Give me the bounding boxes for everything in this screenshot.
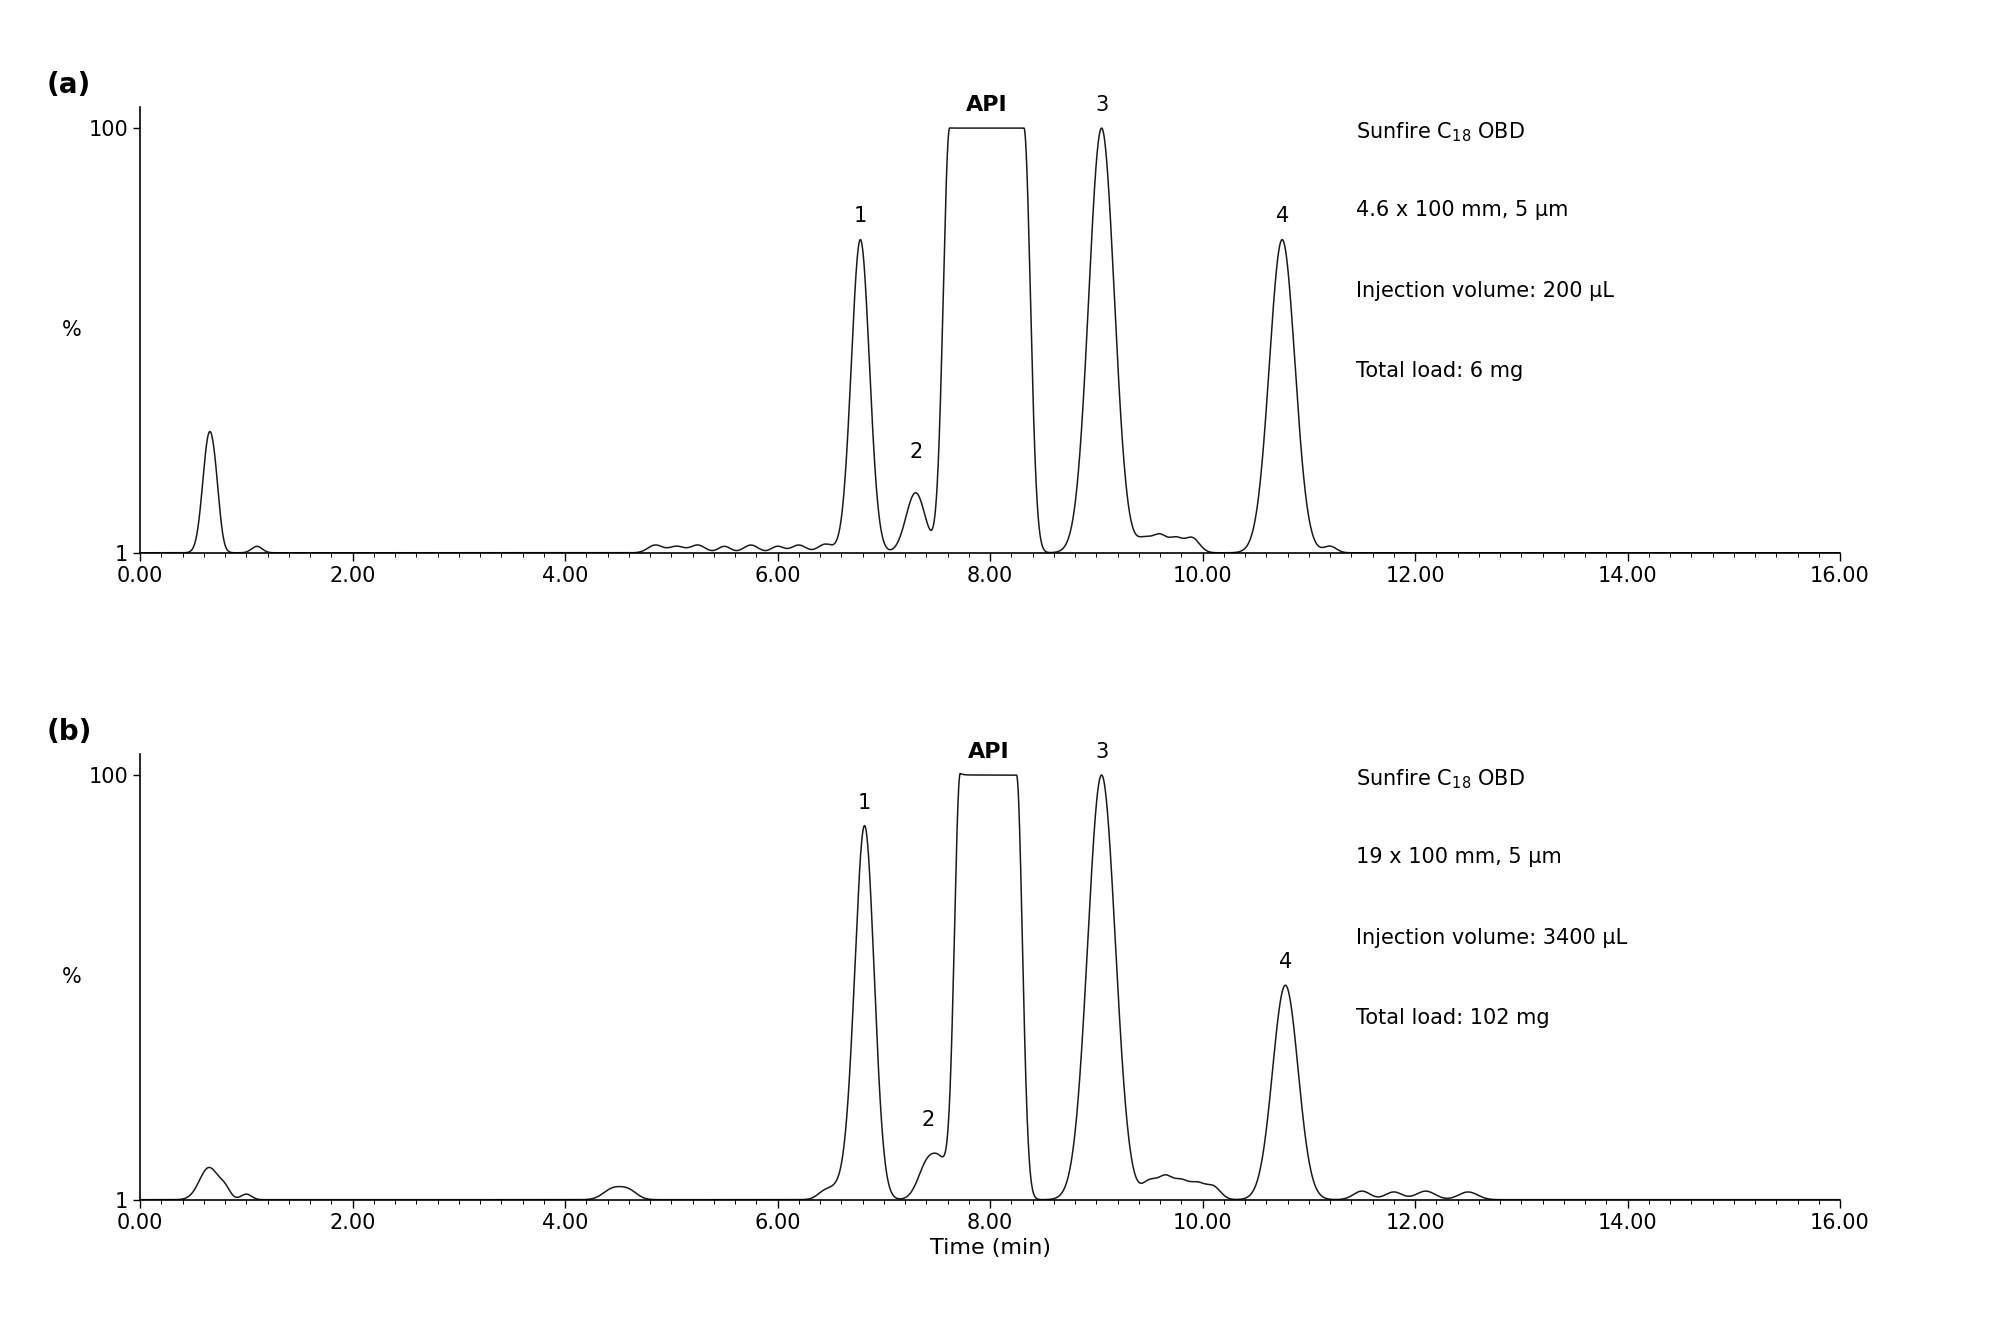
Text: 2: 2 (910, 441, 922, 461)
Text: Injection volume: 3400 μL: Injection volume: 3400 μL (1356, 928, 1626, 948)
Text: 4: 4 (1278, 952, 1292, 972)
Text: 19 x 100 mm, 5 μm: 19 x 100 mm, 5 μm (1356, 848, 1562, 868)
Text: Total load: 102 mg: Total load: 102 mg (1356, 1008, 1550, 1028)
Text: 4.6 x 100 mm, 5 μm: 4.6 x 100 mm, 5 μm (1356, 200, 1568, 220)
Text: Sunfire C$_{18}$ OBD: Sunfire C$_{18}$ OBD (1356, 766, 1524, 790)
Text: 1: 1 (858, 793, 872, 813)
Y-axis label: %: % (62, 320, 82, 340)
Text: Sunfire C$_{18}$ OBD: Sunfire C$_{18}$ OBD (1356, 120, 1524, 144)
Text: (a): (a) (46, 71, 90, 99)
Text: 1: 1 (854, 207, 868, 227)
X-axis label: Time (min): Time (min) (930, 1238, 1050, 1258)
Text: (b): (b) (46, 718, 92, 746)
Text: 3: 3 (1094, 95, 1108, 115)
Text: Total load: 6 mg: Total load: 6 mg (1356, 361, 1522, 381)
Text: API: API (966, 95, 1008, 115)
Text: Injection volume: 200 μL: Injection volume: 200 μL (1356, 281, 1614, 301)
Text: 2: 2 (922, 1110, 936, 1130)
Text: 3: 3 (1094, 741, 1108, 761)
Text: API: API (968, 741, 1010, 761)
Y-axis label: %: % (62, 966, 82, 986)
Text: 4: 4 (1276, 207, 1288, 227)
